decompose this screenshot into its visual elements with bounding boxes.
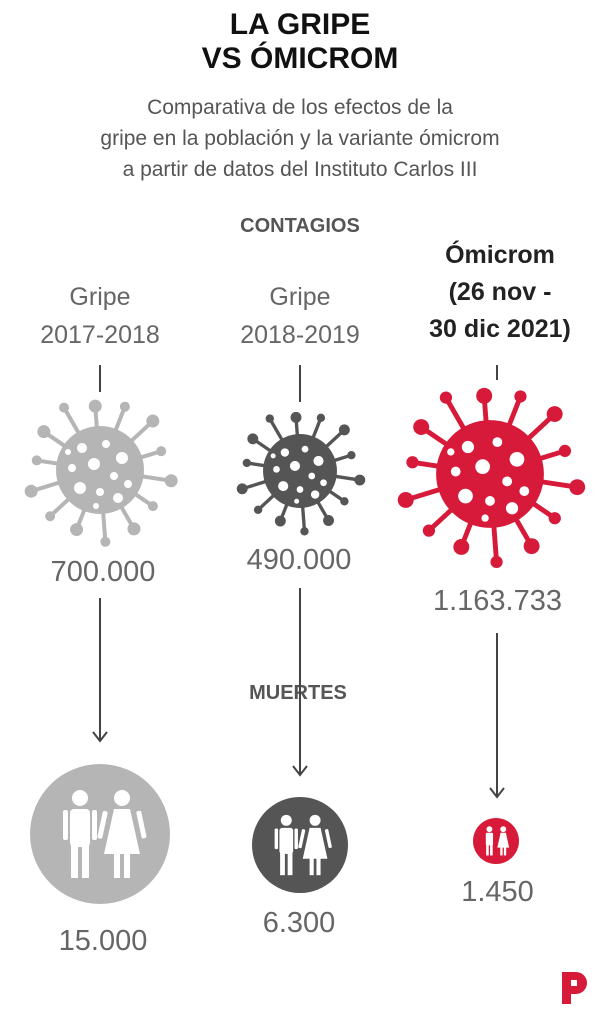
muertes-value-2017: 15.000 (58, 925, 148, 957)
contagios-value-2018: 490.000 (246, 544, 352, 576)
label-line: 2018-2019 (240, 321, 360, 349)
section-muertes: MUERTES (249, 682, 347, 704)
contagios-value-omicrom: 1.163.733 (432, 585, 562, 617)
chart-title: LA GRIPE VS ÓMICROM (0, 8, 600, 76)
subtitle-line: a partir de datos del Instituto Carlos I… (122, 158, 478, 181)
title-line-2: VS ÓMICROM (201, 42, 399, 75)
virus-icon (397, 387, 586, 569)
subtitle: Comparativa de los efectos de la gripe e… (0, 92, 600, 185)
section-contagios: CONTAGIOS (240, 215, 360, 237)
subtitle-line: Comparativa de los efectos de la (147, 96, 453, 119)
column-label-2017: Gripe 2017-2018 (0, 278, 200, 354)
man-woman-icon (473, 818, 519, 864)
title-line-1: LA GRIPE (229, 8, 371, 41)
label-line: 30 dic 2021) (429, 315, 571, 343)
muertes-value-omicrom: 1.450 (461, 876, 534, 908)
contagios-value-2017: 700.000 (50, 556, 156, 588)
publico-logo (562, 972, 587, 1004)
label-line: Gripe (269, 283, 331, 311)
virus-icon (24, 399, 178, 547)
label-line: (26 nov - (448, 278, 552, 306)
label-line: Ómicrom (445, 241, 555, 269)
label-line: Gripe (69, 283, 131, 311)
label-line: 2017-2018 (40, 321, 160, 349)
column-label-omicrom: Ómicrom (26 nov - 30 dic 2021) (390, 237, 600, 348)
column-label-2018: Gripe 2018-2019 (200, 278, 400, 354)
man-woman-icon (252, 797, 348, 893)
man-woman-icon (30, 764, 170, 904)
muertes-value-2018: 6.300 (262, 907, 336, 939)
subtitle-line: gripe en la población y la variante ómic… (100, 127, 500, 150)
virus-icon (236, 411, 366, 536)
